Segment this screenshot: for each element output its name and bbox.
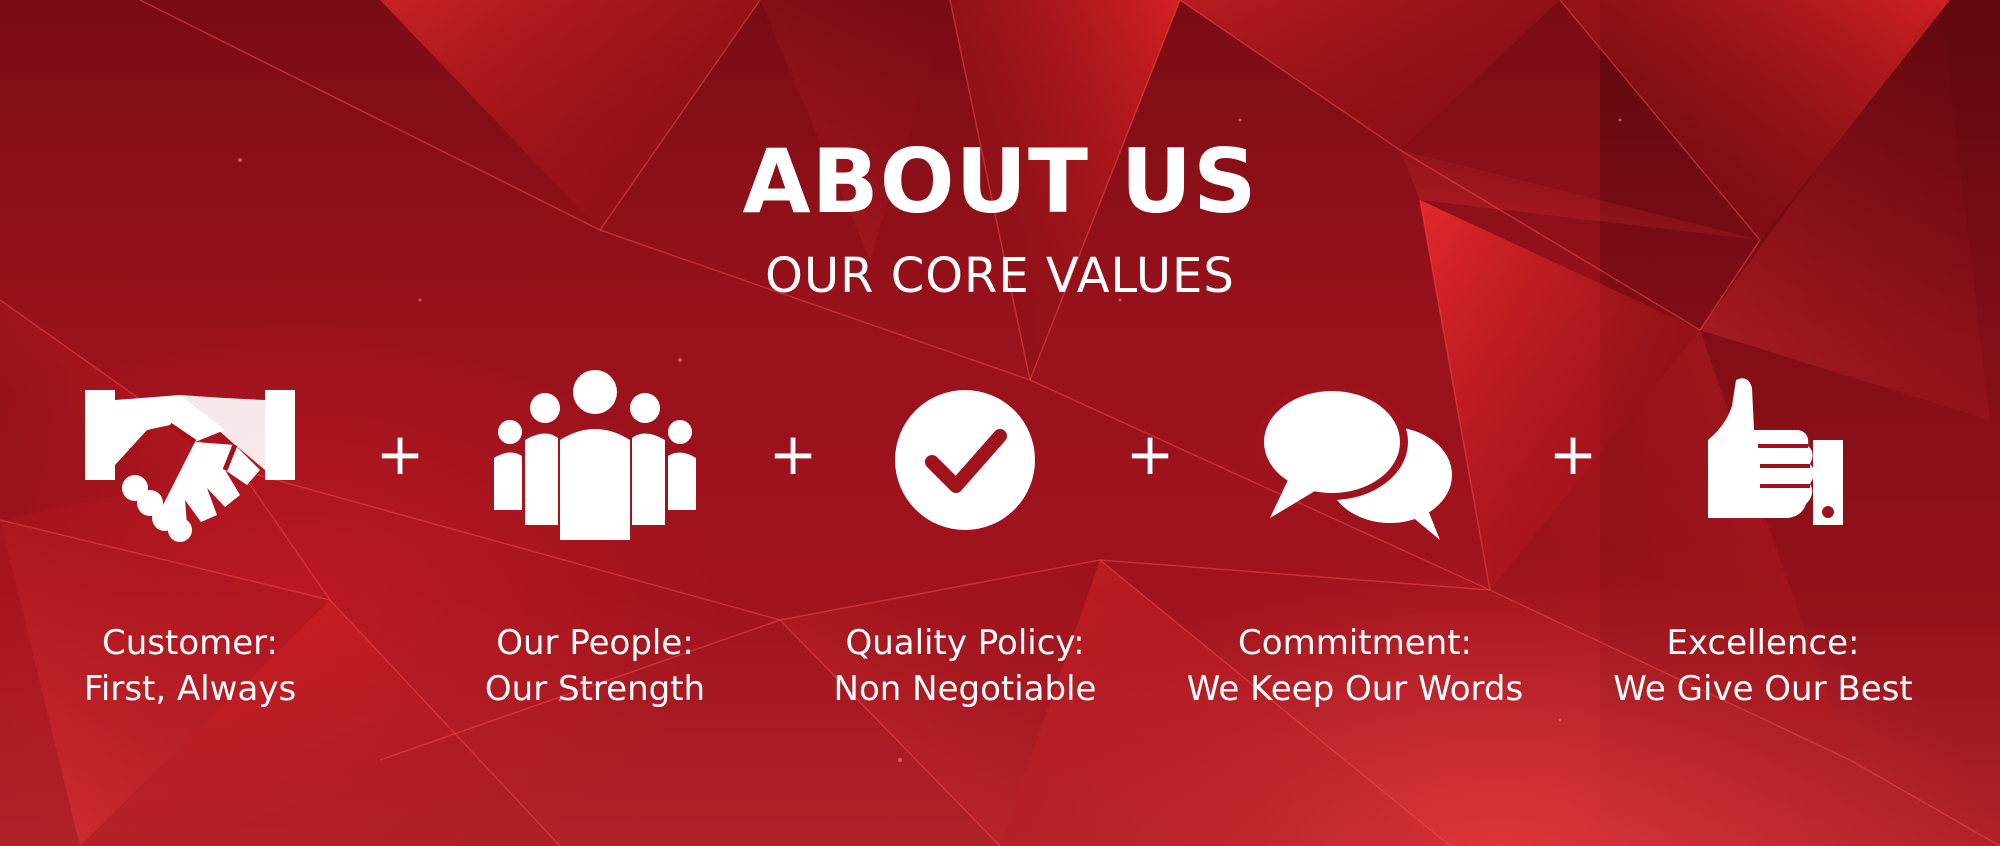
plus-separator: + <box>375 420 425 488</box>
value-customer: Customer: First, Always <box>10 370 370 712</box>
speech-bubbles-icon <box>1256 384 1452 540</box>
value-title: Commitment: <box>1238 623 1472 663</box>
value-title: Customer: <box>101 623 278 663</box>
plus-separator: + <box>1548 420 1598 488</box>
plus-separator: + <box>768 420 818 488</box>
page-subtitle: OUR CORE VALUES <box>765 248 1235 304</box>
plus-separator: + <box>1125 420 1175 488</box>
value-quality: Quality Policy: Non Negotiable <box>785 370 1145 712</box>
thumbs-up-icon <box>1708 378 1843 525</box>
value-subtitle: Non Negotiable <box>833 669 1097 709</box>
page-title: ABOUT US <box>742 130 1258 233</box>
value-title: Quality Policy: <box>845 623 1085 663</box>
value-title: Our People: <box>496 623 694 663</box>
value-people: Our People: Our Strength <box>415 370 775 712</box>
value-excellence: Excellence: We Give Our Best <box>1583 370 1943 712</box>
value-subtitle: We Keep Our Words <box>1186 669 1524 709</box>
people-group-icon <box>494 370 696 540</box>
handshake-icon <box>85 390 295 542</box>
value-subtitle: Our Strength <box>484 669 706 709</box>
value-commitment: Commitment: We Keep Our Words <box>1175 370 1535 712</box>
value-title: Excellence: <box>1666 623 1860 663</box>
value-subtitle: First, Always <box>83 669 297 709</box>
checkmark-circle-icon <box>895 390 1035 530</box>
value-subtitle: We Give Our Best <box>1613 669 1913 709</box>
